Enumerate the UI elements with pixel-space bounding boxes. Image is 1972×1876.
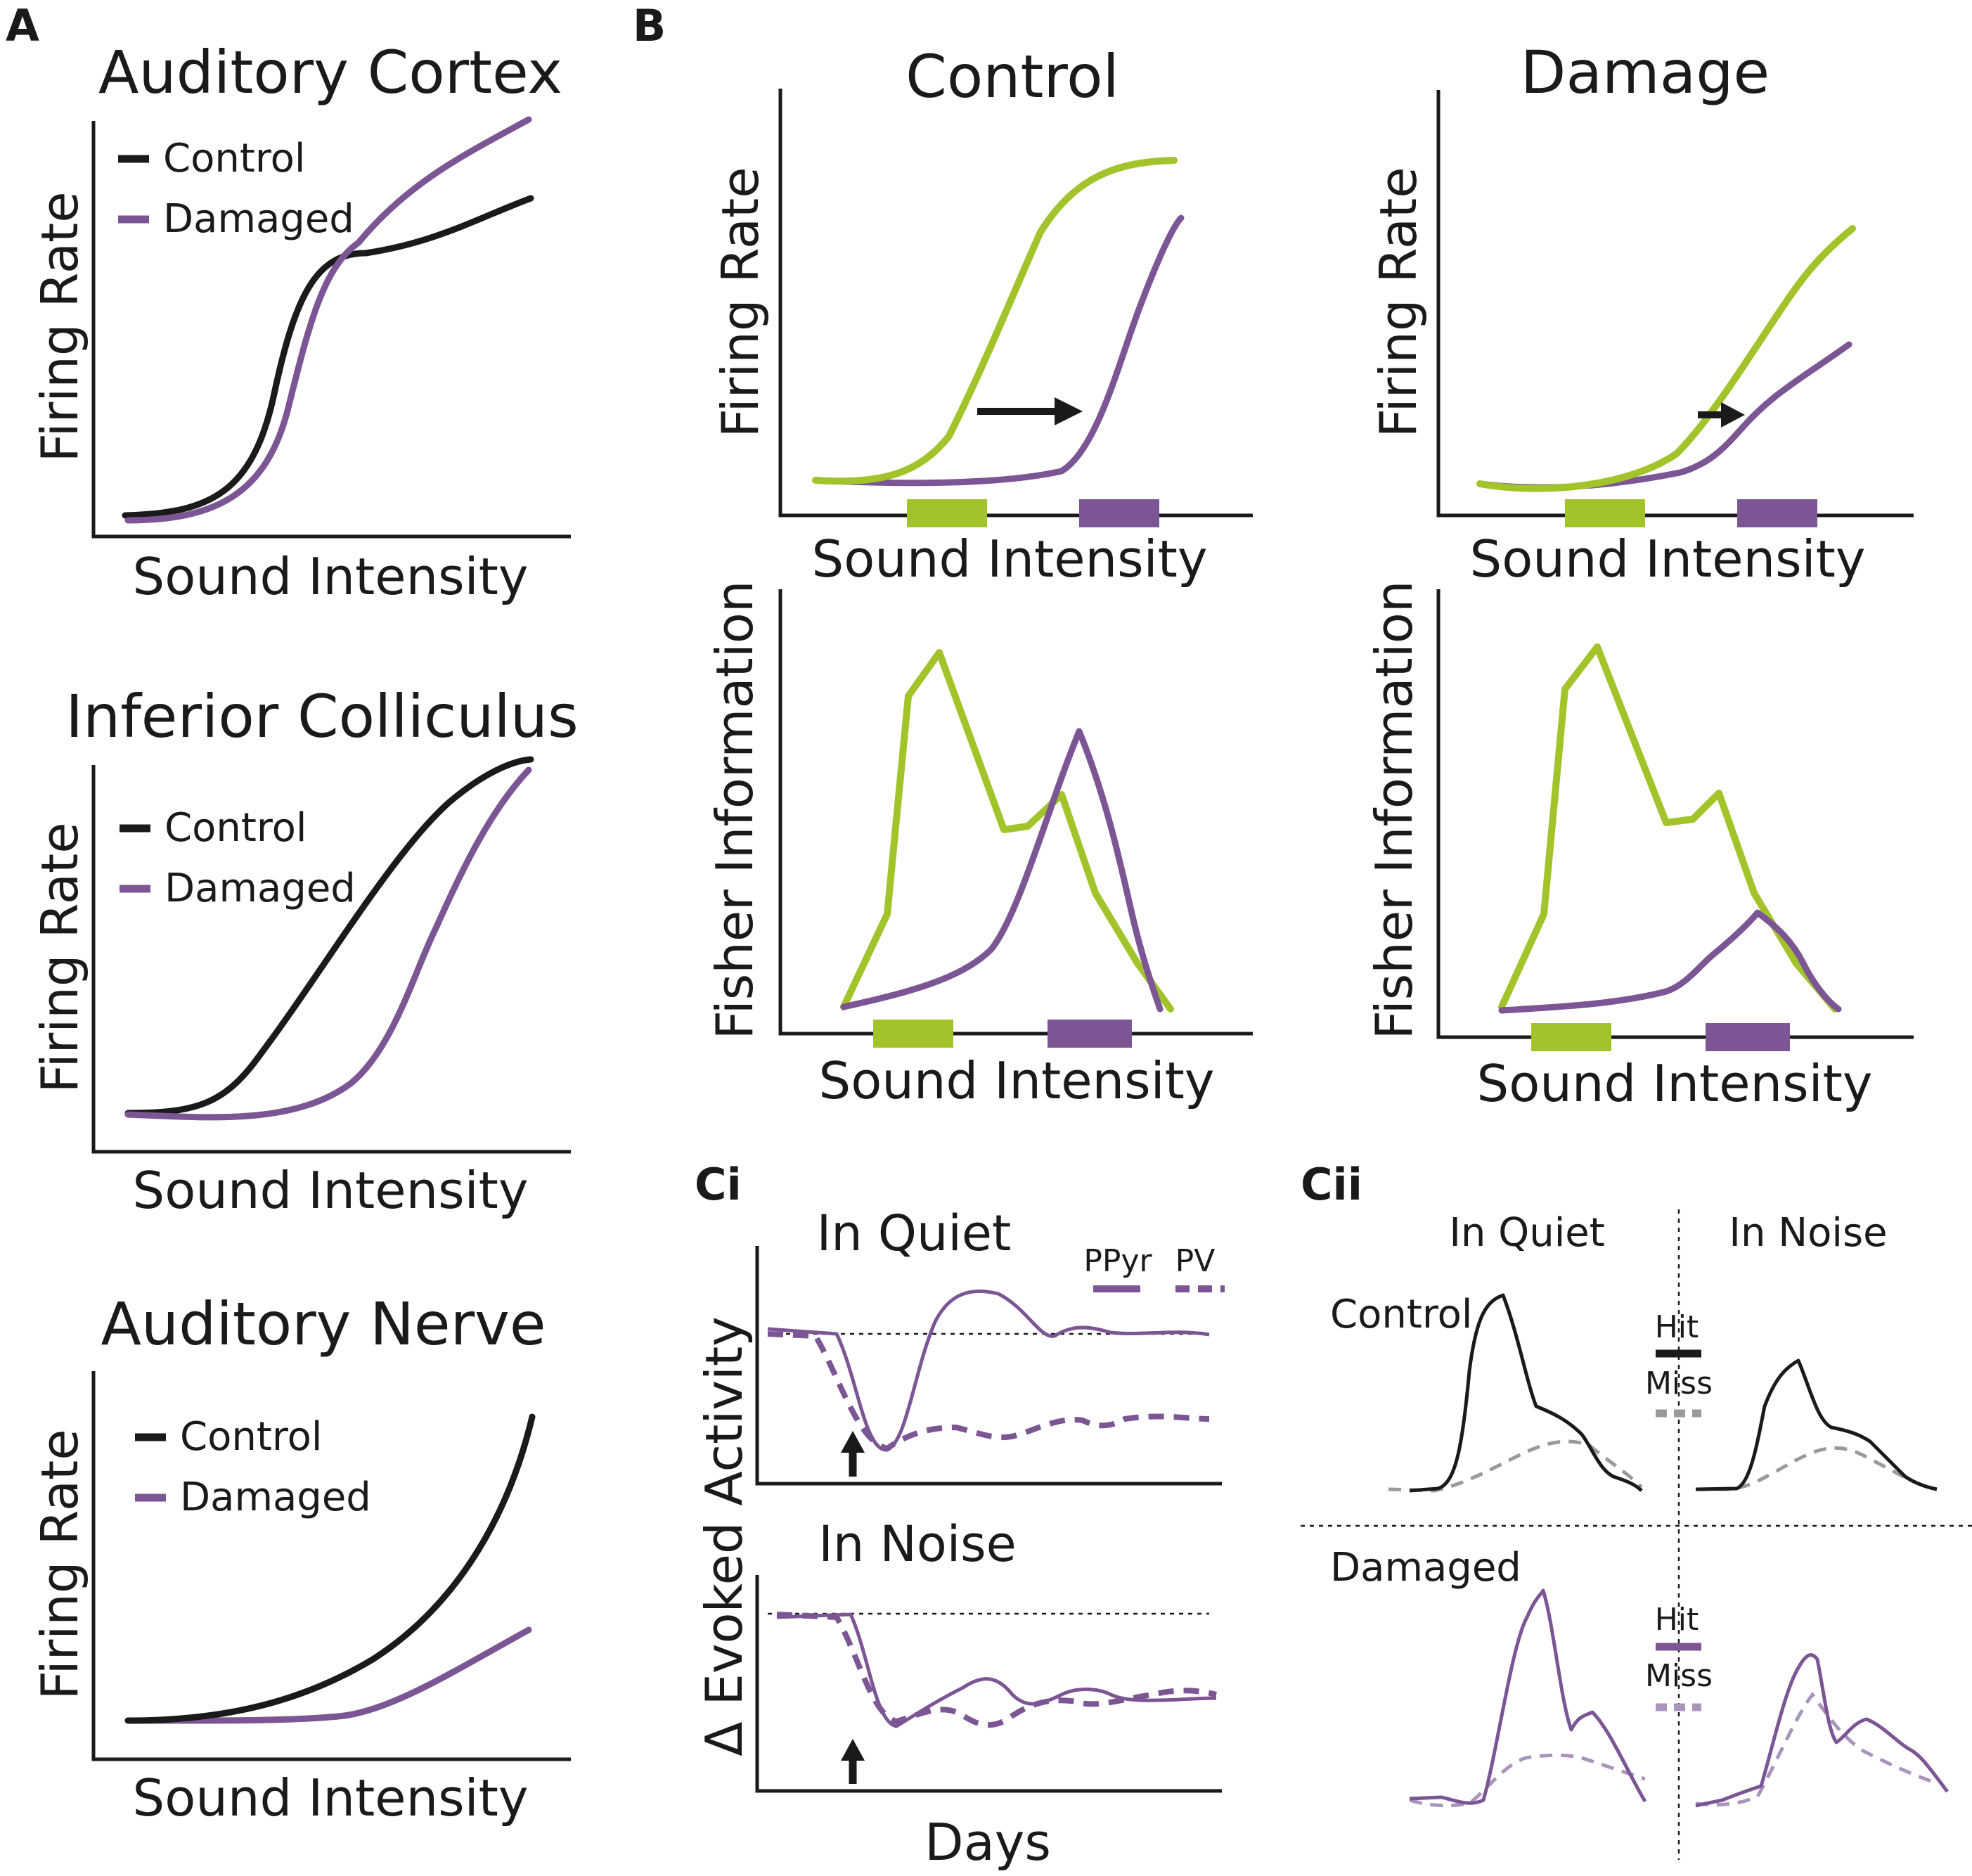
axes	[91, 765, 571, 1154]
legend-label-control: Control	[180, 1414, 322, 1460]
trace-miss-control-quiet	[1388, 1439, 1643, 1493]
panel-b-letter: B	[633, 0, 666, 51]
curve-green	[1476, 225, 1856, 492]
plot-title-noise: In Noise	[818, 1515, 1016, 1573]
y-axis-label: Firing Rate	[30, 1429, 89, 1700]
panel-cii-letter: Cii	[1301, 1159, 1362, 1210]
range-bar-purple	[1737, 499, 1817, 527]
y-axis-label-fisher: Fisher Information	[705, 581, 764, 1040]
x-axis-label: Sound Intensity	[133, 547, 529, 606]
curve-purple	[1498, 909, 1842, 1014]
y-axis-label: Firing Rate	[30, 822, 89, 1093]
y-axis-label-firing: Firing Rate	[711, 167, 770, 437]
y-axis-label: Firing Rate	[30, 191, 89, 462]
axes	[91, 121, 571, 539]
curve-green	[840, 649, 1174, 1013]
legend-label-damaged: Damaged	[165, 866, 356, 911]
range-bar-purple	[1706, 1023, 1790, 1051]
legend-hit-control: Hit	[1655, 1309, 1699, 1345]
panel-b: B Control Firing Rate Sound Intensity Fi…	[633, 0, 1914, 1113]
column-title-noise: In Noise	[1729, 1210, 1887, 1256]
trace-ppyr-quiet	[767, 1289, 1210, 1452]
legend-label-control: Control	[163, 136, 305, 181]
column-title-quiet: In Quiet	[1449, 1210, 1604, 1256]
trace-pv-quiet	[767, 1331, 1210, 1451]
x-axis-label: Sound Intensity	[133, 1768, 529, 1827]
trace-hit-control-noise	[1695, 1358, 1938, 1491]
curve-damaged	[124, 766, 532, 1121]
range-bar-green	[907, 499, 987, 527]
x-axis-label: Days	[924, 1813, 1051, 1872]
curve-control	[122, 195, 534, 519]
panel-b-damage: Damage Firing Rate Sound Intensity Fishe…	[1365, 38, 1914, 1113]
row-title-damaged: Damaged	[1330, 1545, 1521, 1591]
stimulus-arrow-head-quiet	[841, 1431, 865, 1453]
column-title: Control	[906, 42, 1119, 111]
trace-miss-damaged-noise	[1695, 1691, 1935, 1807]
shift-arrow-head	[1721, 402, 1745, 428]
legend-label-pv: PV	[1175, 1243, 1216, 1279]
panel-a-plot-inferior-colliculus: Inferior Colliculus Sound Intensity Firi…	[30, 682, 579, 1220]
panel-a-letter: A	[6, 0, 39, 51]
trace-pv-noise	[776, 1612, 1217, 1728]
panel-ci-letter: Ci	[695, 1159, 742, 1210]
panel-cii: Cii In Quiet In Noise Control Damaged Hi…	[1301, 1159, 1972, 1860]
trace-ppyr-noise	[776, 1612, 1217, 1728]
y-axis-label-firing: Firing Rate	[1369, 167, 1428, 437]
trace-miss-control-noise	[1696, 1446, 1938, 1491]
range-bar-purple	[1048, 1020, 1132, 1048]
trace-hit-control-quiet	[1409, 1293, 1643, 1493]
trace-hit-damaged-noise	[1695, 1653, 1949, 1808]
axes-firing	[778, 89, 1253, 518]
curve-purple	[812, 214, 1185, 487]
trace-miss-damaged-quiet	[1409, 1753, 1646, 1808]
plot-title-quiet: In Quiet	[817, 1204, 1012, 1262]
range-bar-green	[1531, 1023, 1611, 1051]
panel-a-plot-auditory-nerve: Auditory Nerve Sound Intensity Firing Ra…	[30, 1290, 571, 1827]
plot-title: Auditory Cortex	[98, 38, 562, 107]
shift-arrow-head	[1055, 397, 1083, 425]
column-title: Damage	[1521, 38, 1770, 107]
curve-purple	[1476, 341, 1852, 491]
x-axis-label-fisher: Sound Intensity	[1477, 1054, 1873, 1113]
range-bar-purple	[1079, 499, 1159, 527]
curve-control	[124, 756, 534, 1117]
curve-green	[812, 157, 1178, 485]
x-axis-label: Sound Intensity	[133, 1161, 529, 1220]
x-axis-label-fisher: Sound Intensity	[819, 1051, 1215, 1110]
curve-green	[1498, 643, 1838, 1013]
legend-label-damaged: Damaged	[180, 1475, 371, 1520]
range-bar-green	[1565, 499, 1645, 527]
legend-miss-damaged: Miss	[1645, 1658, 1713, 1694]
y-axis-label-fisher: Fisher Information	[1365, 581, 1424, 1040]
curve-control	[124, 1413, 536, 1724]
plot-title: Auditory Nerve	[101, 1290, 546, 1358]
axes-fisher	[778, 589, 1253, 1036]
row-title-control: Control	[1330, 1292, 1472, 1337]
curve-damaged	[124, 1626, 532, 1724]
y-axis-label: Δ Evoked Activity	[695, 1316, 754, 1756]
panel-b-control: Control Firing Rate Sound Intensity Fish…	[705, 42, 1253, 1110]
legend-hit-damaged: Hit	[1655, 1602, 1699, 1638]
trace-hit-damaged-quiet	[1409, 1588, 1647, 1805]
axes-noise	[755, 1575, 1222, 1793]
panel-a: A Auditory Cortex Sound Intensity Firing…	[6, 0, 579, 1827]
panel-ci: Ci In Quiet In Noise Δ Evoked Activity D…	[695, 1159, 1225, 1872]
plot-title: Inferior Colliculus	[65, 682, 579, 751]
axes	[91, 1371, 571, 1761]
axes-fisher	[1436, 589, 1914, 1039]
legend-miss-control: Miss	[1645, 1366, 1713, 1401]
x-axis-label-firing: Sound Intensity	[1470, 529, 1866, 589]
curve-damaged	[124, 116, 532, 524]
legend-label-ppyr: PPyr	[1083, 1243, 1152, 1279]
curve-purple	[840, 728, 1164, 1013]
legend-label-damaged: Damaged	[163, 196, 354, 242]
x-axis-label-firing: Sound Intensity	[812, 529, 1208, 589]
range-bar-green	[873, 1020, 953, 1048]
stimulus-arrow-head-noise	[841, 1739, 865, 1761]
legend-label-control: Control	[165, 805, 307, 851]
axes-quiet	[755, 1246, 1222, 1486]
panel-a-plot-auditory-cortex: Auditory Cortex Sound Intensity Firing R…	[30, 38, 571, 606]
